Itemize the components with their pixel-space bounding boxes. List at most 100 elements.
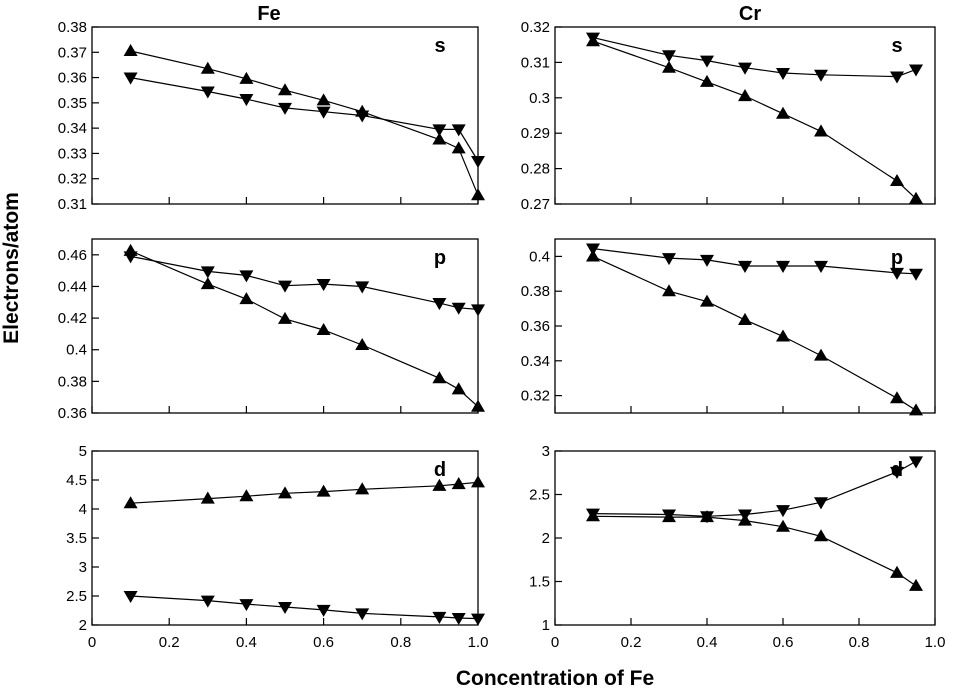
data-point-up bbox=[700, 74, 714, 87]
data-point-down bbox=[776, 260, 790, 273]
data-point-up bbox=[662, 284, 676, 297]
data-point-down bbox=[355, 110, 370, 123]
series-line-up bbox=[130, 250, 479, 408]
data-point-down bbox=[700, 254, 714, 267]
data-point-up bbox=[738, 312, 752, 325]
data-point-down bbox=[814, 260, 828, 273]
data-point-up bbox=[451, 477, 466, 490]
data-point-up bbox=[471, 399, 485, 412]
column-title-cr: Cr bbox=[739, 3, 761, 25]
data-point-down bbox=[890, 267, 904, 280]
panel-fe-s: 0.31 0.32 0.33 0.34 0.35 0.36 0.37 0.38 s bbox=[58, 19, 485, 213]
plot-frame bbox=[554, 450, 936, 626]
series-line-up bbox=[130, 481, 479, 504]
data-point-down bbox=[451, 124, 466, 137]
data-point-up bbox=[776, 519, 790, 532]
panel-fe-d: 2 2.5 3 3.5 4 4.5 5 0 0.2 0.4 0.6 0.8 1.0 d bbox=[66, 443, 488, 651]
data-point-down bbox=[700, 511, 714, 524]
column-title-fe: Fe bbox=[257, 3, 280, 25]
data-point-down bbox=[471, 155, 485, 169]
data-point-up bbox=[239, 71, 254, 84]
data-point-up bbox=[200, 491, 215, 504]
y-tick-label: 0.44 bbox=[58, 278, 87, 295]
y-tick-label: 3 bbox=[79, 559, 87, 576]
series-line-up bbox=[592, 255, 917, 411]
y-tick-label: 1 bbox=[542, 617, 550, 634]
x-tick-label: 0.2 bbox=[621, 634, 642, 651]
x-tick-label: 0.8 bbox=[849, 634, 870, 651]
plot-frame bbox=[554, 26, 936, 205]
data-point-up bbox=[909, 403, 923, 416]
data-point-up bbox=[814, 529, 828, 542]
data-point-down bbox=[662, 509, 676, 522]
orbital-label: d bbox=[434, 459, 446, 481]
orbital-label: s bbox=[434, 35, 445, 57]
data-point-down bbox=[432, 298, 447, 311]
data-point-up bbox=[909, 191, 923, 204]
data-point-down bbox=[586, 508, 600, 521]
data-point-down bbox=[471, 613, 485, 626]
y-tick-label: 0.28 bbox=[521, 161, 550, 178]
data-point-up bbox=[316, 484, 331, 497]
data-point-up bbox=[123, 496, 138, 509]
data-point-down bbox=[239, 270, 254, 283]
series-line-down bbox=[592, 37, 917, 78]
data-point-down bbox=[586, 32, 600, 45]
y-tick-label: 0.38 bbox=[58, 373, 87, 390]
y-tick-label: 0.4 bbox=[66, 342, 87, 359]
data-point-down bbox=[471, 304, 485, 317]
data-point-down bbox=[909, 456, 923, 469]
y-tick-label: 0.32 bbox=[58, 171, 87, 188]
y-tick-label: 1.5 bbox=[529, 574, 550, 591]
y-tick-label: 4 bbox=[79, 501, 87, 518]
y-tick-label: 0.4 bbox=[529, 248, 550, 265]
x-tick-label: 0.4 bbox=[236, 634, 257, 651]
plot-frame bbox=[91, 238, 479, 414]
y-tick-label: 0.36 bbox=[58, 405, 87, 422]
data-point-down bbox=[909, 64, 923, 77]
data-point-down bbox=[355, 281, 370, 294]
y-tick-label: 0.31 bbox=[58, 196, 87, 213]
data-point-down bbox=[700, 55, 714, 68]
data-point-down bbox=[451, 613, 466, 626]
data-point-up bbox=[316, 93, 331, 106]
y-tick-label: 5 bbox=[79, 443, 87, 460]
data-point-down bbox=[662, 253, 676, 266]
data-point-up bbox=[776, 329, 790, 342]
orbital-label: p bbox=[891, 247, 903, 269]
series-line-down bbox=[130, 595, 479, 620]
data-point-down bbox=[814, 69, 828, 82]
y-tick-label: 4.5 bbox=[66, 472, 87, 489]
data-point-up bbox=[355, 482, 370, 495]
x-axis-title: Concentration of Fe bbox=[456, 667, 654, 689]
y-tick-label: 0.34 bbox=[58, 120, 87, 137]
y-tick-label: 2 bbox=[542, 530, 550, 547]
panel-fe-p: 0.36 0.38 0.4 0.42 0.44 0.46 p bbox=[58, 238, 485, 422]
data-point-down bbox=[432, 124, 447, 137]
data-point-up bbox=[451, 382, 466, 395]
x-tick-label: 1.0 bbox=[925, 634, 946, 651]
data-point-down bbox=[200, 86, 215, 99]
data-point-up bbox=[239, 292, 254, 305]
x-tick-label: 0.2 bbox=[159, 634, 180, 651]
series-line-down bbox=[592, 248, 917, 275]
data-point-up bbox=[700, 294, 714, 307]
data-point-down bbox=[316, 106, 331, 119]
data-point-down bbox=[451, 302, 466, 315]
data-point-down bbox=[200, 266, 215, 279]
y-tick-label: 0.29 bbox=[521, 125, 550, 142]
y-tick-label: 0.32 bbox=[521, 388, 550, 405]
data-point-up bbox=[451, 141, 466, 154]
y-tick-label: 0.37 bbox=[58, 44, 87, 61]
x-tick-label: 0.6 bbox=[773, 634, 794, 651]
data-point-up bbox=[239, 489, 254, 502]
y-tick-label: 2.5 bbox=[529, 487, 550, 504]
y-tick-label: 3 bbox=[542, 443, 550, 460]
data-point-down bbox=[586, 243, 600, 256]
y-tick-label: 0.31 bbox=[521, 54, 550, 71]
y-tick-label: 0.35 bbox=[58, 95, 87, 112]
data-point-up bbox=[776, 106, 790, 119]
data-point-down bbox=[123, 590, 138, 603]
data-point-up bbox=[278, 486, 292, 499]
